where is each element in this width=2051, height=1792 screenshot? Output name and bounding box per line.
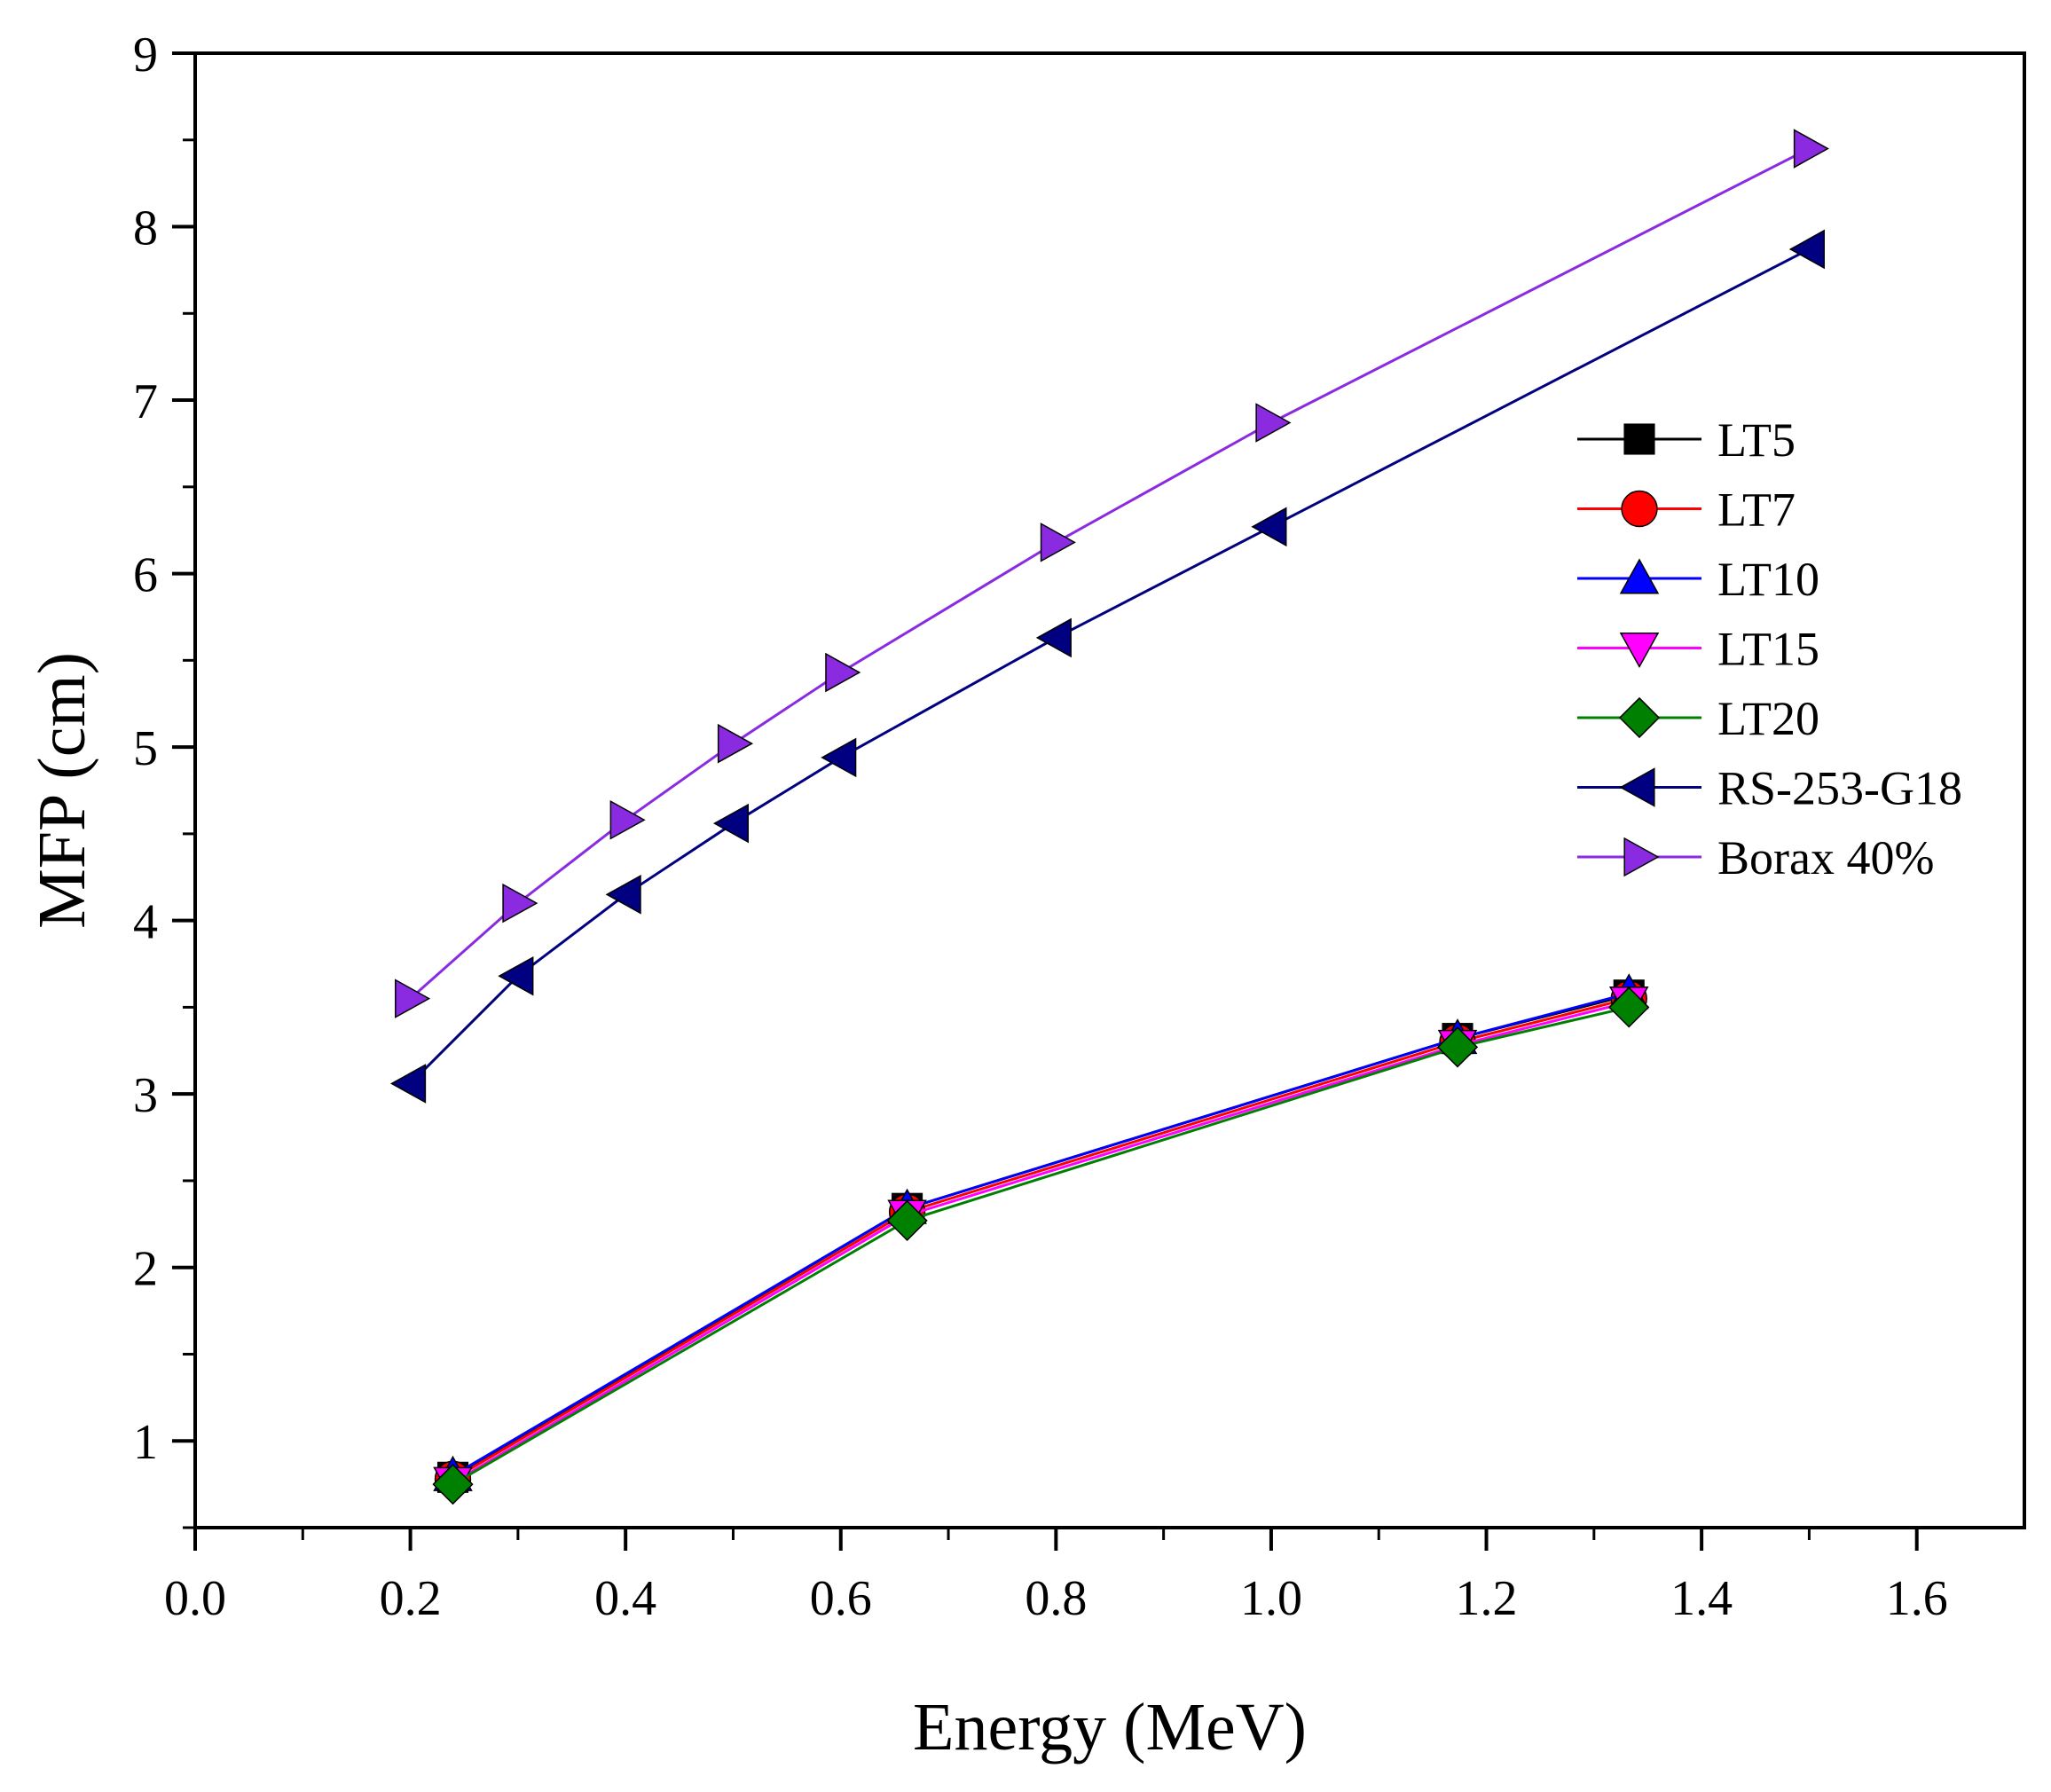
data-point — [498, 955, 534, 996]
legend-marker — [1623, 423, 1655, 455]
data-point — [390, 1064, 427, 1104]
legend-marker — [1618, 696, 1661, 739]
data-point — [825, 652, 861, 693]
legend-entry: RS-253-G18 — [1577, 762, 1962, 815]
legend-entry: LT20 — [1577, 692, 1819, 745]
legend-marker — [1619, 767, 1655, 807]
data-point — [609, 799, 646, 840]
data-point — [712, 803, 750, 844]
y-tick-label: 5 — [133, 721, 158, 776]
plot-frame — [193, 51, 2026, 1529]
y-tick-label: 8 — [133, 201, 158, 256]
legend-entry: LT5 — [1577, 413, 1796, 467]
x-tick-label: 1.2 — [1456, 1571, 1518, 1626]
y-tick-label: 4 — [133, 895, 158, 950]
legend-marker — [1619, 558, 1660, 594]
series-line — [409, 248, 1811, 1085]
x-axis-title: Energy (MeV) — [913, 1690, 1307, 1764]
series-line — [452, 1005, 1630, 1486]
x-tick-label: 0.0 — [164, 1571, 226, 1626]
x-tick-labels: 0.0 0.2 0.4 0.6 0.8 1.0 1.2 1.4 1.6 — [164, 1571, 1948, 1626]
series-line — [409, 147, 1811, 1000]
y-tick-label: 3 — [133, 1068, 158, 1123]
legend-marker — [1623, 837, 1660, 877]
y-tick-labels: 1 2 3 4 5 6 7 8 9 — [133, 28, 158, 1470]
legend-label: LT5 — [1717, 413, 1796, 467]
legend-label: Borax 40% — [1717, 831, 1934, 884]
series-rs-253-g18 — [390, 229, 1825, 1104]
series-line — [452, 997, 1630, 1481]
series-line — [452, 1001, 1630, 1484]
data-point — [1793, 129, 1829, 169]
y-tick-label: 1 — [133, 1415, 158, 1470]
data-point — [1788, 229, 1825, 270]
legend-label: LT15 — [1717, 623, 1819, 676]
series-borax-40- — [395, 129, 1829, 1018]
data-point — [1255, 403, 1292, 443]
y-tick-label: 7 — [133, 374, 158, 429]
legend-entry: LT10 — [1577, 553, 1819, 606]
legend-label: LT20 — [1717, 692, 1819, 745]
data-point — [605, 875, 641, 915]
x-tick-label: 1.0 — [1240, 1571, 1302, 1626]
legend-marker — [1621, 490, 1658, 528]
data-point — [1251, 507, 1287, 547]
axis-ticks — [172, 51, 1919, 1551]
series-lt20 — [432, 986, 1650, 1505]
series-lt15 — [433, 986, 1649, 1503]
legend-label: RS-253-G18 — [1717, 762, 1962, 815]
data-point — [821, 737, 857, 778]
data-point — [502, 883, 538, 924]
legend-entry: Borax 40% — [1577, 831, 1934, 884]
data-point — [1035, 617, 1072, 658]
legend-label: LT10 — [1717, 553, 1819, 606]
x-tick-label: 1.6 — [1886, 1571, 1948, 1626]
data-point — [395, 979, 431, 1018]
x-tick-label: 0.8 — [1025, 1571, 1087, 1626]
x-tick-label: 0.2 — [380, 1571, 442, 1626]
series-layer — [390, 129, 1829, 1505]
y-tick-label: 6 — [133, 548, 158, 603]
data-point — [432, 1464, 474, 1505]
data-point — [1436, 1026, 1479, 1068]
y-axis-title: MFP (cm) — [25, 652, 99, 929]
y-tick-label: 9 — [133, 28, 158, 83]
data-point — [1040, 523, 1076, 562]
y-tick-label: 2 — [133, 1242, 158, 1297]
x-tick-label: 1.4 — [1670, 1571, 1733, 1626]
data-point — [886, 1199, 928, 1242]
data-point — [1608, 986, 1650, 1028]
legend: LT5 LT7 LT10 LT15 LT20 RS-253-G18 Borax 40% — [1577, 413, 1962, 884]
x-tick-label: 0.6 — [810, 1571, 872, 1626]
legend-marker — [1619, 632, 1660, 669]
series-line — [452, 994, 1630, 1479]
series-line — [452, 992, 1630, 1477]
x-tick-label: 0.4 — [594, 1571, 656, 1626]
legend-label: LT7 — [1717, 483, 1796, 537]
legend-entry: LT15 — [1577, 623, 1819, 676]
data-point — [717, 723, 754, 764]
legend-entry: LT7 — [1577, 483, 1796, 537]
